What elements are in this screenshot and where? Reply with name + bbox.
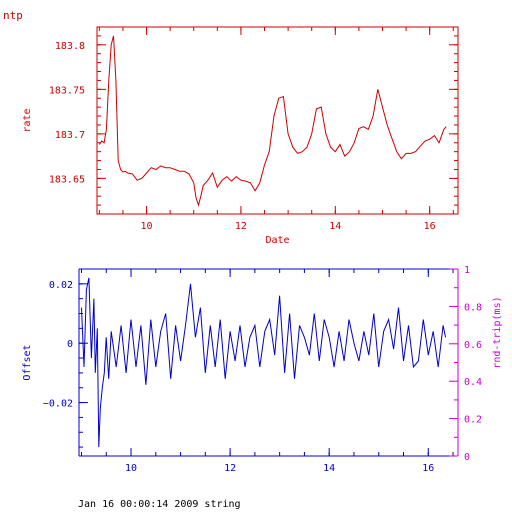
y-axis-label: Offset — [22, 344, 33, 380]
y2-axis-label: rnd-trip(ms) — [492, 296, 503, 368]
offset-series-line — [81, 277, 447, 448]
x-tick-label: 12 — [235, 221, 247, 232]
rate-series-line — [98, 35, 447, 207]
offset-chart: 10 12 14 16 −0.02 0 0.02 0 0.2 0.4 0.6 0.8 1 Offset rn… — [22, 265, 503, 474]
y-tick-label: 0 — [67, 339, 73, 350]
y-tick-label: −0.02 — [43, 399, 73, 410]
x-tick-label: 16 — [422, 463, 434, 474]
y-tick-label: 0.02 — [49, 280, 73, 291]
y-tick-label: 183.8 — [55, 41, 85, 52]
y2-tick-label: 0.4 — [464, 377, 482, 388]
y2-tick-label: 0.2 — [464, 415, 482, 426]
x-tick-label: 16 — [424, 221, 436, 232]
y-axis-label: rate — [22, 108, 33, 132]
y2-tick-label: 0 — [464, 452, 470, 463]
y2-tick-label: 1 — [464, 265, 470, 276]
x-tick-label: 14 — [323, 463, 335, 474]
y-tick-label: 183.65 — [49, 174, 85, 185]
rate-chart: 10 12 14 16 183.65 183.7 183.75 183.8 Date rate — [22, 26, 459, 246]
rate-plot-frame — [96, 26, 459, 215]
x-tick-label: 12 — [224, 463, 236, 474]
x-tick-label: 10 — [125, 463, 137, 474]
chart-caption: Jan 16 00:00:14 2009 string — [78, 499, 241, 510]
y2-tick-label: 0.6 — [464, 340, 482, 351]
y-tick-label: 183.7 — [55, 130, 85, 141]
y2-tick-label: 0.8 — [464, 302, 482, 313]
x-tick-label: 14 — [329, 221, 341, 232]
corner-label: ntp — [3, 9, 23, 22]
y-tick-label: 183.75 — [49, 85, 85, 96]
x-axis-label: Date — [265, 235, 289, 246]
x-tick-label: 10 — [141, 221, 153, 232]
